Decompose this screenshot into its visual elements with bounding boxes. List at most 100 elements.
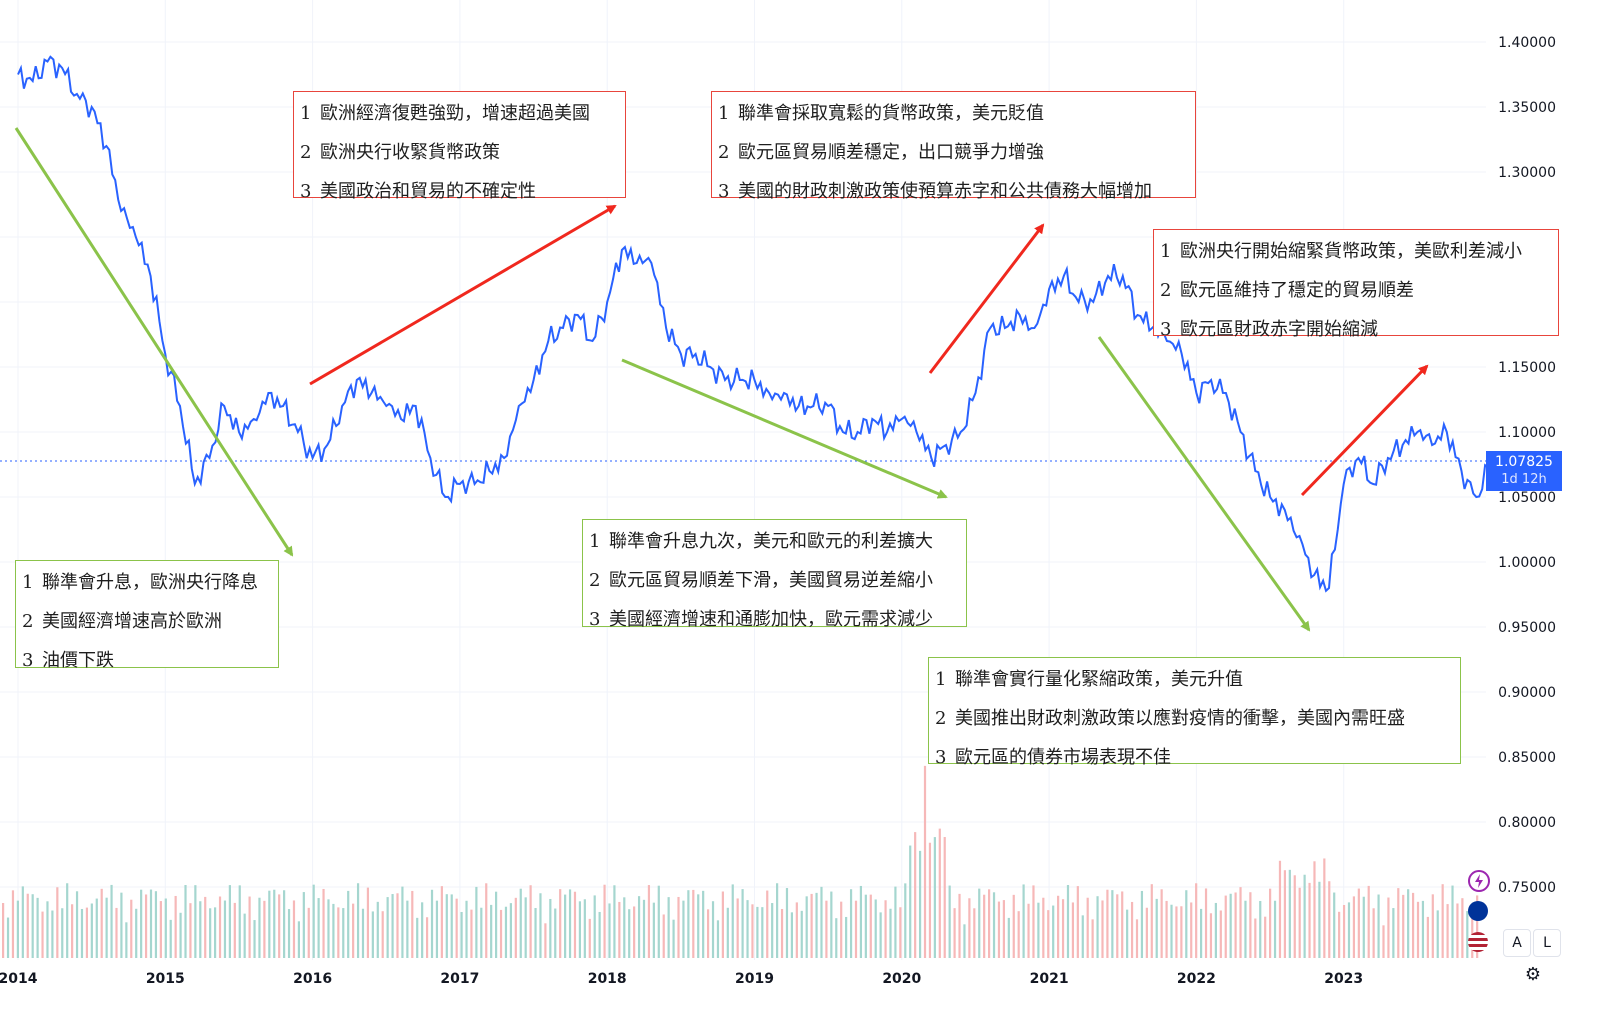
y-tick-label: 1.40000 <box>1498 35 1556 51</box>
volume-bar <box>652 902 655 958</box>
volume-bar <box>495 891 498 958</box>
volume-bar <box>352 903 355 958</box>
volume-bar <box>874 899 877 958</box>
volume-bar <box>583 899 586 958</box>
eu-flag-icon[interactable] <box>1468 901 1488 921</box>
volume-bar <box>396 893 399 958</box>
annotation-line: 2 美國推出財政刺激政策以應對疫情的衝擊，美國內需旺盛 <box>935 708 1405 729</box>
volume-bar <box>75 891 79 958</box>
volume-bar <box>529 885 532 958</box>
volume-bar <box>1086 897 1089 958</box>
volume-bar <box>1293 875 1296 958</box>
annotation-line: 3 油價下跌 <box>22 650 114 671</box>
volume-bar <box>1150 884 1153 958</box>
volume-bar <box>918 850 922 958</box>
volume-bar <box>1441 884 1444 958</box>
y-tick-label: 1.35000 <box>1498 100 1556 116</box>
volume-bar <box>100 888 103 958</box>
volume-bar <box>948 885 951 958</box>
annotation-line: 2 歐元區維持了穩定的貿易順差 <box>1160 280 1414 301</box>
annotation-box-2014: 1 聯準會升息，歐洲央行降息 2 美國經濟增速高於歐洲 3 油價下跌 <box>15 560 279 671</box>
volume-bar <box>1155 898 1158 958</box>
annotation-line: 1 聯準會升息九次，美元和歐元的利差擴大 <box>589 531 933 552</box>
volume-bar <box>342 908 345 958</box>
green-trend-arrow <box>621 358 948 499</box>
annotation-line: 1 歐洲經濟復甦強勁，增速超過美國 <box>300 103 590 124</box>
volume-bar <box>1283 870 1286 958</box>
annotation-line: 2 歐洲央行收緊貨幣政策 <box>300 142 500 163</box>
volume-bar <box>879 912 882 958</box>
volume-bar <box>544 923 547 958</box>
volume-bar <box>209 908 212 958</box>
volume-bar <box>66 883 69 958</box>
volume-bar <box>835 918 838 958</box>
auto-scale-button[interactable]: A <box>1503 929 1531 957</box>
volume-bar <box>1313 861 1316 958</box>
y-tick-label: 0.80000 <box>1498 815 1556 831</box>
volume-bar <box>1466 911 1469 958</box>
volume-bar <box>435 900 439 958</box>
volume-bar <box>149 889 153 958</box>
volume-bar <box>524 897 527 958</box>
gear-icon[interactable]: ⚙ <box>1524 964 1542 985</box>
volume-bar <box>766 890 769 958</box>
volume-bar <box>85 907 89 958</box>
volume-bar <box>361 908 365 958</box>
volume-bar <box>1185 890 1188 958</box>
volume-bar <box>2 903 5 958</box>
volume-bar <box>1411 892 1415 958</box>
x-axis: 2014 2015 2016 2017 2018 2019 2020 2021 2022 2023 <box>0 971 1363 987</box>
eurusd-price-line <box>17 55 1492 593</box>
volume-bar <box>904 883 907 958</box>
us-flag-icon[interactable] <box>1468 932 1488 952</box>
x-tick-label: 2023 <box>1324 971 1363 987</box>
volume-bar <box>307 907 310 958</box>
volume-bar <box>721 891 724 958</box>
volume-bar <box>1328 881 1331 958</box>
x-tick-label: 2020 <box>882 971 921 987</box>
volume-bar <box>608 903 611 958</box>
volume-bar <box>1076 886 1079 958</box>
volume-bar <box>988 889 991 958</box>
volume-bar <box>1456 903 1459 958</box>
annotation-line: 3 美國經濟增速和通膨加快，歐元需求減少 <box>589 609 933 630</box>
volume-bar <box>933 837 936 958</box>
volume-bar <box>485 883 488 958</box>
volume-bar <box>1057 895 1060 958</box>
volume-bar <box>120 892 123 958</box>
volume-bar <box>785 888 789 958</box>
volume-bar <box>1165 900 1168 958</box>
volume-bar <box>1269 888 1272 958</box>
volume-bar <box>1239 887 1242 958</box>
volume-bar <box>1323 858 1326 958</box>
volume-bar <box>233 902 236 958</box>
volume-bar <box>371 911 374 958</box>
volume-bar <box>1264 916 1267 958</box>
volume-bar <box>771 903 774 958</box>
annotation-line: 3 歐元區的債券市場表現不佳 <box>935 747 1171 768</box>
volume-bar <box>1273 900 1277 958</box>
volume-bar <box>1130 901 1134 958</box>
volume-bar <box>642 899 646 958</box>
volume-bar <box>746 900 749 958</box>
volume-bar <box>667 897 670 958</box>
volume-bar <box>534 908 537 958</box>
volume-bar <box>406 900 409 958</box>
volume-bar <box>1007 917 1010 958</box>
volume-bar <box>1199 908 1203 958</box>
log-scale-button[interactable]: L <box>1533 929 1561 957</box>
annotation-line: 2 歐元區貿易順差下滑，美國貿易逆差縮小 <box>589 570 933 591</box>
volume-bar <box>317 898 320 958</box>
y-tick-label: 0.95000 <box>1498 620 1556 636</box>
lightning-icon[interactable] <box>1468 870 1490 892</box>
volume-bar <box>125 922 128 958</box>
volume-bar <box>1032 885 1035 958</box>
volume-bars <box>2 765 1479 958</box>
volume-bar <box>41 911 44 958</box>
volume-bar <box>1288 869 1291 958</box>
volume-bar <box>1106 889 1109 958</box>
trend-arrows <box>14 127 1429 632</box>
volume-bar <box>1017 911 1020 958</box>
volume-bar <box>706 909 710 958</box>
